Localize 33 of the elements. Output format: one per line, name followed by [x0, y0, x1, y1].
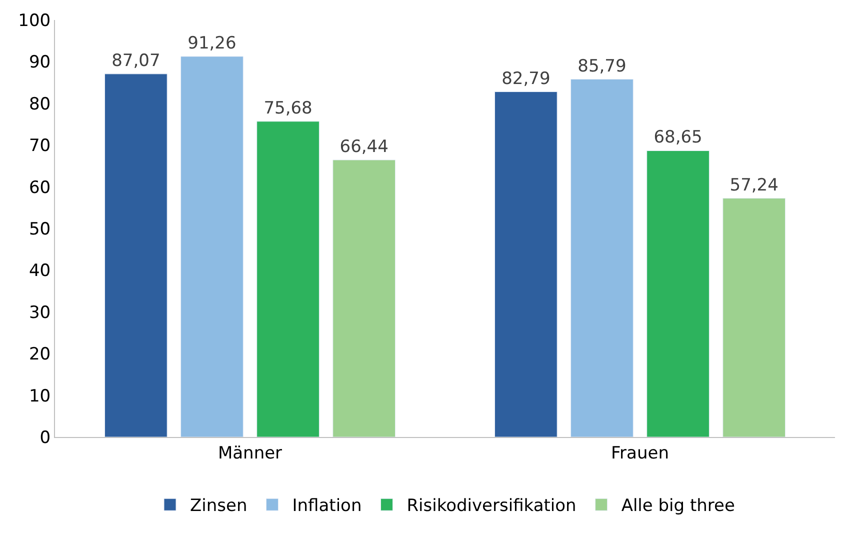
- bar: [494, 92, 558, 437]
- data-label: 82,79: [502, 68, 550, 89]
- bar: [256, 121, 320, 437]
- bar: [722, 198, 786, 437]
- data-label: 68,65: [654, 128, 702, 148]
- legend-label: Risikodiversifikation: [406, 496, 576, 516]
- bar: [570, 79, 634, 437]
- data-label: 91,26: [188, 33, 236, 54]
- bar: [332, 160, 396, 437]
- y-tick-label: 20: [28, 344, 51, 365]
- bar: [104, 74, 168, 437]
- y-tick-label: 0: [40, 428, 51, 448]
- y-tick-label: 100: [18, 10, 51, 31]
- y-tick-label: 30: [28, 302, 51, 323]
- legend-label: Alle big three: [621, 496, 735, 516]
- data-label: 85,79: [578, 56, 626, 76]
- y-tick-label: 60: [28, 178, 51, 198]
- legend-label: Inflation: [292, 496, 362, 516]
- y-tick-label: 50: [28, 219, 51, 240]
- data-label: 66,44: [340, 136, 388, 157]
- bar: [646, 150, 710, 437]
- data-label: 75,68: [264, 98, 312, 118]
- x-tick-label: Männer: [218, 443, 282, 464]
- y-tick-label: 40: [28, 261, 51, 282]
- data-label: 57,24: [730, 175, 778, 196]
- y-tick-label: 80: [28, 94, 51, 114]
- x-tick-label: Frauen: [611, 443, 669, 464]
- y-tick-label: 70: [28, 136, 51, 156]
- bar: [180, 56, 244, 437]
- data-label: 87,07: [112, 50, 160, 71]
- y-tick-label: 10: [28, 386, 51, 406]
- y-tick-label: 90: [28, 52, 51, 73]
- legend-label: Zinsen: [190, 496, 248, 516]
